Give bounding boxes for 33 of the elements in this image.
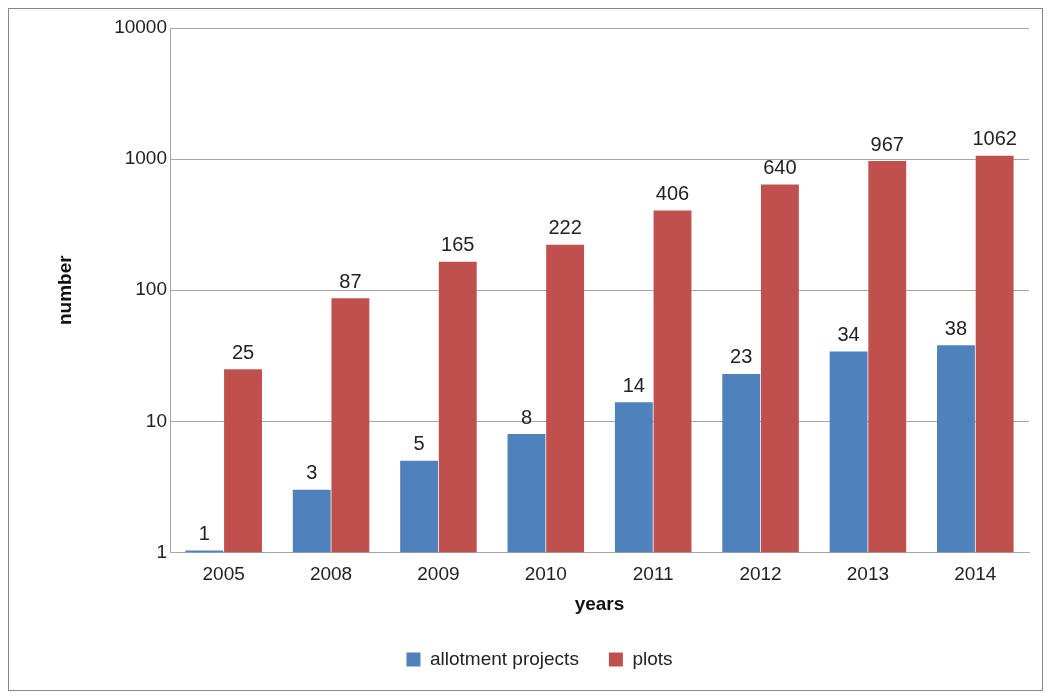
data-label: 38 bbox=[944, 316, 968, 339]
x-tick-label: 2008 bbox=[309, 563, 353, 585]
data-label: 165 bbox=[441, 233, 475, 256]
legend-label: plots bbox=[632, 647, 673, 669]
y-tick-label: 1000 bbox=[124, 147, 167, 169]
data-label: 87 bbox=[339, 269, 362, 292]
data-label: 640 bbox=[763, 156, 797, 179]
x-tick-label: 2011 bbox=[632, 563, 674, 585]
y-tick-label: 10 bbox=[145, 409, 167, 431]
data-label: 967 bbox=[870, 132, 904, 155]
x-tick-label: 2010 bbox=[524, 563, 567, 585]
data-label: 5 bbox=[413, 432, 425, 455]
data-label: 3 bbox=[306, 461, 318, 484]
data-label: 222 bbox=[548, 216, 582, 239]
data-label: 25 bbox=[231, 340, 255, 363]
x-tick-label: 2009 bbox=[417, 563, 460, 585]
x-tick-label: 2014 bbox=[954, 563, 997, 585]
x-tick-label: 2012 bbox=[739, 563, 782, 585]
legend-label: allotment projects bbox=[429, 647, 579, 669]
data-label: 14 bbox=[622, 373, 645, 396]
data-label: 406 bbox=[655, 181, 690, 204]
y-axis-title: number bbox=[53, 254, 75, 326]
data-label: 34 bbox=[837, 323, 860, 346]
x-tick-label: 2005 bbox=[202, 563, 245, 585]
y-tick-label: 1 bbox=[156, 540, 167, 562]
data-label: 1 bbox=[198, 521, 210, 544]
y-tick-label: 100 bbox=[135, 278, 167, 300]
x-tick-label: 2013 bbox=[846, 563, 890, 585]
data-label: 23 bbox=[730, 345, 753, 368]
x-axis-title: years bbox=[574, 592, 625, 614]
data-label: 1062 bbox=[972, 127, 1017, 150]
data-label: 8 bbox=[520, 405, 533, 428]
y-tick-label: 10000 bbox=[114, 16, 167, 38]
